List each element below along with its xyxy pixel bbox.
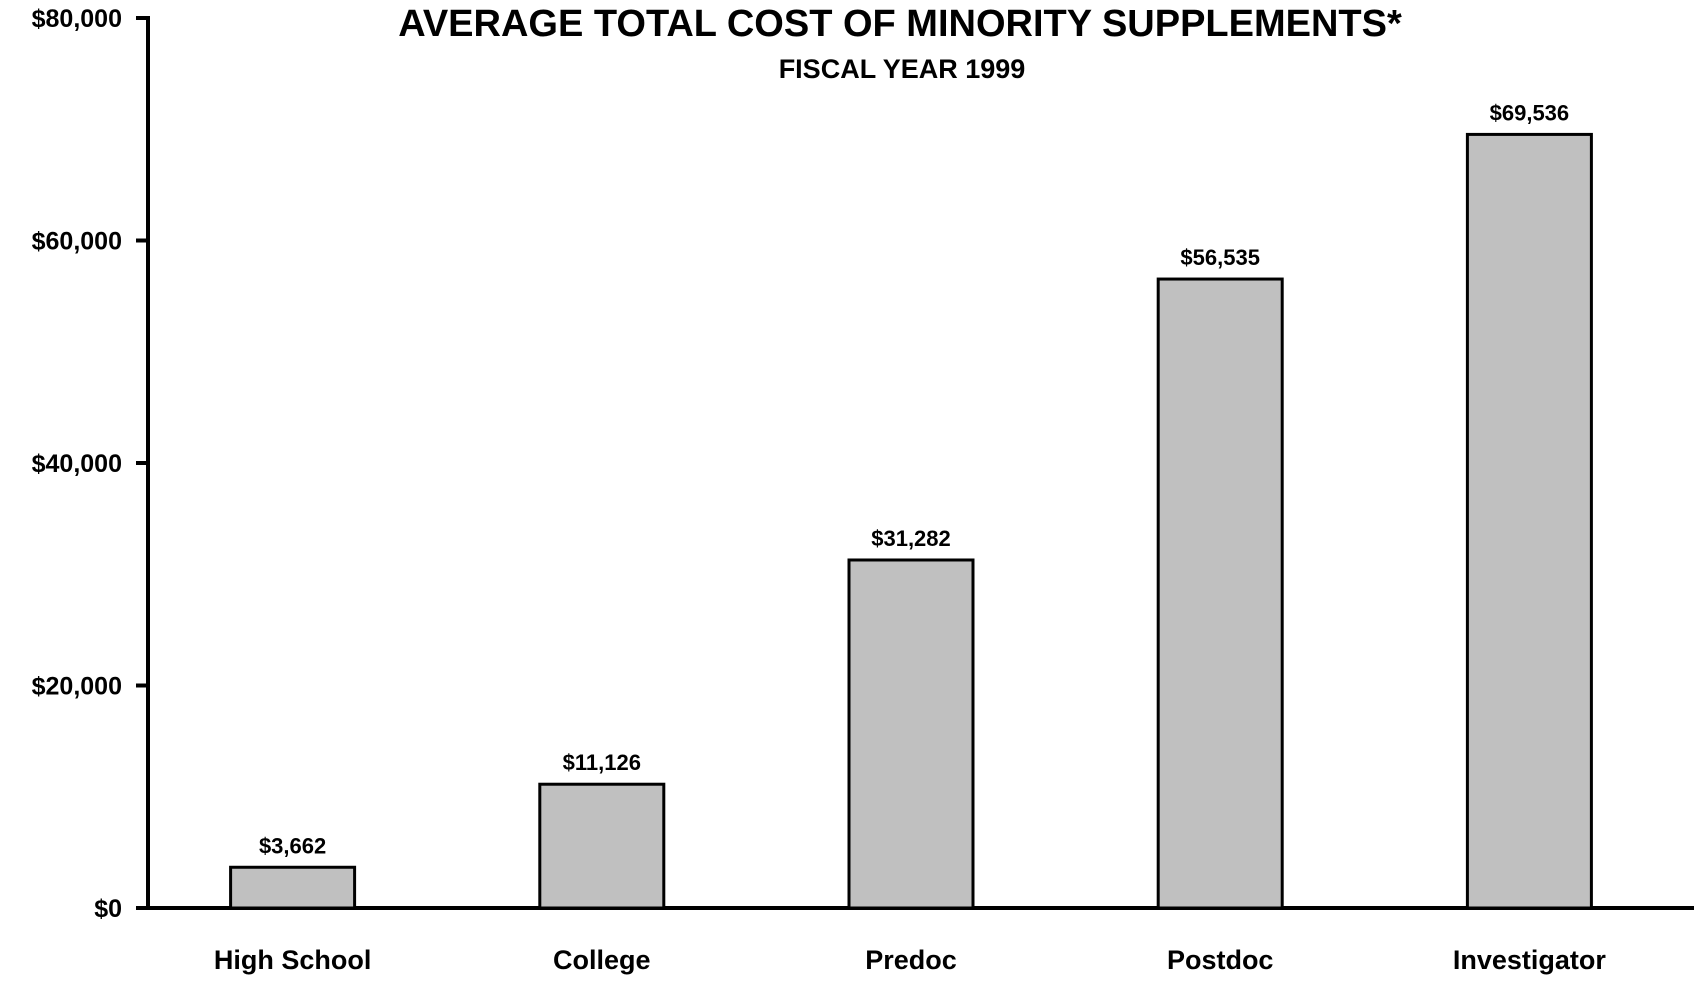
- x-category-label: Postdoc: [1167, 945, 1274, 975]
- bar-value-label: $69,536: [1490, 100, 1570, 125]
- bar-predoc: [847, 558, 975, 910]
- bar-postdoc: [1156, 277, 1284, 910]
- y-tick-label: $60,000: [32, 228, 122, 256]
- bar-college: [538, 782, 666, 910]
- y-tick-label: $0: [94, 895, 122, 923]
- bar-value-label: $56,535: [1180, 245, 1260, 270]
- category-labels: High School College Predoc Postdoc Investiga…: [214, 945, 1607, 975]
- y-tick-label: $40,000: [32, 450, 122, 478]
- bar-high-school: [229, 865, 357, 910]
- bar-value-label: $11,126: [563, 750, 641, 775]
- bars-group: $3,662 $11,126 $31,282 $56,535 $69,536: [229, 100, 1593, 910]
- chart-subtitle: FISCAL YEAR 1999: [779, 54, 1026, 84]
- x-category-label: High School: [214, 945, 372, 975]
- x-category-label: Investigator: [1453, 945, 1607, 975]
- x-category-label: Predoc: [865, 945, 957, 975]
- y-tick-label: $20,000: [32, 673, 122, 701]
- y-tick-label: $80,000: [32, 5, 122, 33]
- bar-investigator: [1465, 132, 1593, 910]
- y-axis-ticks: $0 $20,000 $40,000 $60,000 $80,000: [32, 5, 150, 923]
- x-category-label: College: [553, 945, 651, 975]
- chart-title: AVERAGE TOTAL COST OF MINORITY SUPPLEMEN…: [398, 3, 1402, 45]
- bar-value-label: $31,282: [871, 526, 951, 551]
- bar-value-label: $3,662: [259, 833, 326, 858]
